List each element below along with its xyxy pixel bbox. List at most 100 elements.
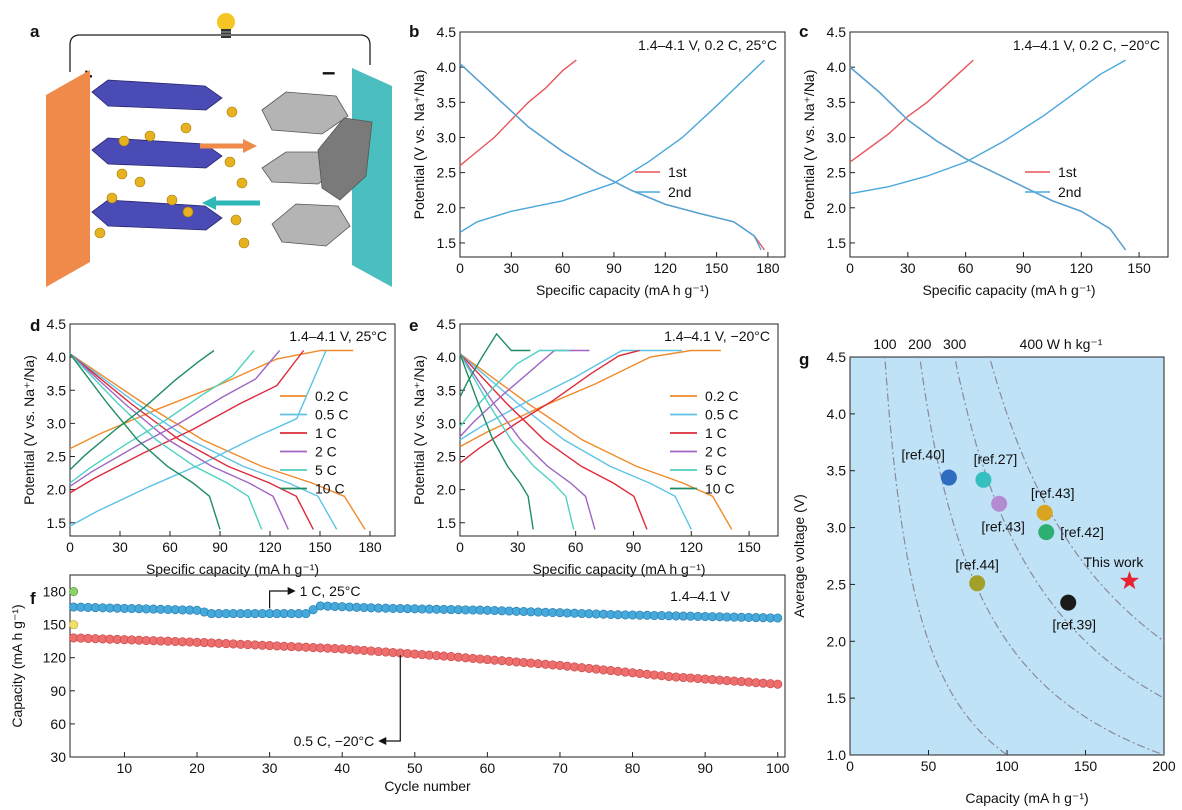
y-tick-label: 4.0 (47, 349, 67, 365)
discharge-curve-0.2 C (459, 353, 733, 530)
y-tick-label: 4.0 (437, 349, 457, 365)
lightbulb-icon (217, 13, 235, 38)
x-tick-label: 150 (1074, 758, 1098, 774)
discharge-curve-0.2 C (69, 353, 366, 530)
y-axis-label: Potential (V vs. Na⁺/Na) (21, 355, 37, 505)
condition-annotation: 1.4–4.1 V, 0.2 C, −20°C (1013, 37, 1160, 53)
energy-density-line (954, 357, 1164, 699)
x-tick-label: 40 (334, 760, 350, 776)
y-tick-label: 3.5 (437, 382, 457, 398)
charge-curve-1 C (69, 350, 305, 494)
condition-annotation: 1.4–4.1 V, 25°C (289, 328, 387, 344)
y-tick-label: 30 (50, 749, 66, 765)
x-tick-label: 50 (407, 760, 423, 776)
x-tick-label: 150 (1127, 260, 1151, 276)
anode-minus-sign: – (322, 59, 335, 86)
x-tick-label: 120 (680, 539, 704, 555)
x-axis-label: Specific capacity (mA h g⁻¹) (536, 282, 709, 298)
x-tick-label: 180 (358, 539, 382, 555)
panel-c-chart: c 0 30 60 90 120 150 1.5 2.0 2.5 3.0 3.5 4.0 4.5 1.4–4… (799, 22, 1169, 298)
energy-density-label: 300 (943, 336, 967, 352)
x-tick-label: 30 (112, 539, 128, 555)
panel-label-f: f (30, 589, 36, 608)
x-tick-label: 50 (921, 758, 937, 774)
panel-g-chart: g 0 50 100 150 200 1.0 1.5 2.0 2.5 3.0 3.5 4.0 4.5 100… (791, 336, 1176, 806)
y-tick-label: 2.5 (47, 449, 67, 465)
x-tick-label: 90 (212, 539, 228, 555)
point-label: [ref.40] (901, 447, 945, 463)
condition-annotation: 1.4–4.1 V, −20°C (664, 328, 770, 344)
cycle-point (301, 609, 311, 619)
y-tick-label: 3.5 (827, 463, 847, 479)
y-tick-label: 1.5 (827, 690, 847, 706)
y-tick-label: 120 (43, 650, 67, 666)
x-axis-label: Cycle number (384, 778, 471, 794)
cycle-point (773, 613, 783, 623)
charge-curve-5 C (459, 349, 570, 428)
point-label: [ref.44] (955, 556, 999, 572)
plot-frame-e (459, 323, 779, 537)
legend-label: 2nd (668, 184, 691, 200)
curve-1st (849, 59, 974, 163)
curve-2nd (459, 59, 765, 233)
y-tick-label: 1.5 (827, 235, 847, 251)
point-label: This work (1084, 554, 1145, 570)
discharge-curve-1 C (69, 353, 314, 530)
x-tick-label: 150 (737, 539, 761, 555)
callout-line (386, 655, 401, 742)
y-tick-label: 90 (50, 683, 66, 699)
callout-arrow-icon (378, 737, 387, 745)
x-tick-label: 60 (480, 760, 496, 776)
y-tick-label: 2.5 (437, 165, 457, 181)
charge-curve-0.2 C (459, 349, 721, 448)
y-tick-label: 3.0 (437, 129, 457, 145)
legend-label: 2 C (705, 444, 727, 460)
x-tick-label: 150 (308, 539, 332, 555)
callout-line (269, 590, 288, 609)
y-tick-label: 3.0 (827, 520, 847, 536)
energy-density-label: 400 W h kg⁻¹ (1020, 336, 1103, 352)
y-tick-label: 2.5 (827, 165, 847, 181)
cycle-point (773, 679, 783, 689)
panel-label-c: c (799, 22, 808, 41)
legend-label: 5 C (705, 462, 727, 478)
y-tick-label: 4.0 (437, 59, 457, 75)
cycle-point (308, 605, 318, 615)
condition-annotation: 1.4–4.1 V (670, 588, 731, 604)
x-tick-label: 120 (654, 260, 678, 276)
y-tick-label: 3.5 (47, 382, 67, 398)
y-axis-label: Potential (V vs. Na⁺/Na) (801, 70, 817, 220)
legend-label: 1 C (705, 425, 727, 441)
charge-curve-2 C (69, 350, 281, 487)
plot-frame-c (849, 31, 1169, 258)
point-label: [ref.43] (1031, 485, 1075, 501)
curve-2nd (459, 63, 762, 251)
energy-density-label: 100 (873, 336, 897, 352)
x-tick-label: 90 (1016, 260, 1032, 276)
y-tick-label: 4.5 (437, 316, 457, 332)
discharge-curve-5 C (69, 353, 263, 530)
energy-density-line (919, 357, 1164, 755)
y-tick-label: 2.5 (827, 576, 847, 592)
hard-carbon-sheets (261, 91, 373, 247)
first-cycle-point (69, 586, 79, 597)
x-tick-label: 20 (189, 760, 205, 776)
x-axis-label: Capacity (mA h g⁻¹) (965, 790, 1088, 806)
x-tick-label: 120 (1070, 260, 1094, 276)
cathode-layers (91, 79, 223, 231)
x-tick-label: 100 (995, 758, 1019, 774)
first-cycle-point (69, 620, 79, 630)
y-tick-label: 1.5 (437, 515, 457, 531)
x-axis-label: Specific capacity (mA h g⁻¹) (532, 561, 705, 577)
charge-curve-2 C (459, 349, 590, 438)
charge-curve-0.5 C (459, 349, 682, 441)
y-tick-label: 1.5 (437, 235, 457, 251)
legend-label: 1 C (315, 425, 337, 441)
legend-label: 1st (1058, 164, 1077, 180)
y-tick-label: 1.5 (47, 515, 67, 531)
x-tick-label: 0 (846, 758, 854, 774)
panel-label-d: d (30, 316, 40, 335)
y-tick-label: 60 (50, 716, 66, 732)
ref-point (1036, 504, 1053, 521)
